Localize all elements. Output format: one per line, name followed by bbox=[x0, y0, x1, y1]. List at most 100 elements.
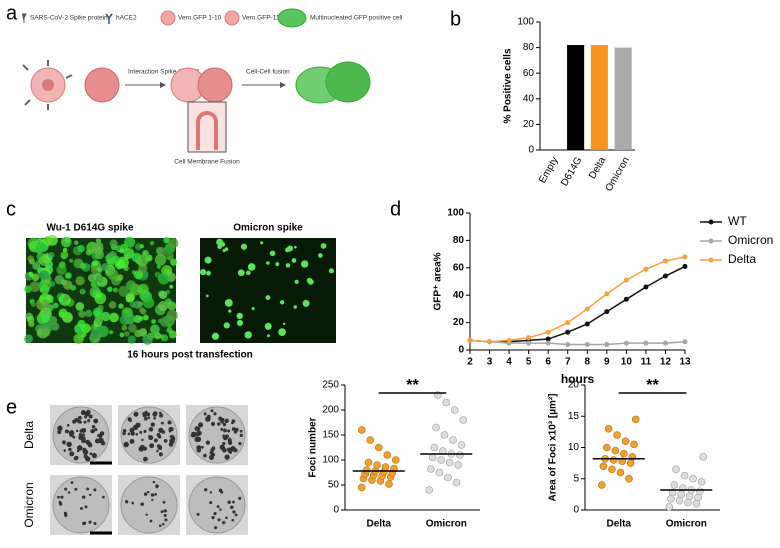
focus bbox=[77, 415, 82, 420]
focus bbox=[218, 416, 223, 421]
focus bbox=[123, 441, 129, 448]
cell-spot bbox=[35, 242, 47, 253]
well bbox=[188, 476, 246, 534]
cell-spot bbox=[139, 330, 144, 336]
cell-spot bbox=[220, 241, 226, 247]
focus bbox=[70, 481, 74, 485]
focus bbox=[153, 416, 157, 420]
focus bbox=[143, 429, 147, 433]
focus bbox=[67, 491, 71, 494]
y-tick-label: 20 bbox=[453, 317, 465, 328]
y-axis-label: GFP⁺ area% bbox=[433, 252, 444, 310]
focus bbox=[230, 505, 234, 510]
focus bbox=[66, 424, 70, 427]
focus bbox=[150, 422, 156, 427]
point bbox=[623, 340, 629, 346]
legend-marker bbox=[708, 219, 714, 225]
focus bbox=[198, 422, 204, 428]
focus bbox=[80, 506, 83, 510]
dot bbox=[697, 478, 706, 486]
focus bbox=[233, 448, 238, 453]
bar bbox=[614, 47, 632, 150]
panel-label: d bbox=[390, 198, 401, 220]
cell-spot bbox=[75, 276, 85, 286]
cell-spot bbox=[124, 331, 130, 337]
cell-spot bbox=[47, 251, 55, 259]
y-tick-label: 0 bbox=[528, 145, 534, 156]
cell-spot bbox=[139, 307, 145, 313]
point bbox=[565, 320, 571, 326]
cell-spot bbox=[60, 251, 69, 259]
y-tick-label: 20 bbox=[523, 119, 535, 130]
dot bbox=[459, 416, 468, 424]
focus bbox=[84, 505, 88, 509]
dot bbox=[696, 487, 704, 496]
point bbox=[682, 254, 688, 260]
image-title: Omicron spike bbox=[233, 223, 303, 234]
cell-spot bbox=[109, 239, 118, 248]
focus bbox=[227, 440, 233, 445]
focus bbox=[170, 434, 175, 439]
dot bbox=[391, 456, 400, 464]
x-tick-label: 12 bbox=[660, 357, 672, 368]
y-axis-label: Foci number bbox=[308, 417, 319, 477]
focus bbox=[147, 416, 151, 420]
focus bbox=[77, 419, 81, 424]
cell-spot bbox=[49, 298, 54, 304]
dot bbox=[456, 451, 464, 459]
cell-spot bbox=[328, 268, 334, 274]
focus bbox=[168, 429, 172, 433]
focus bbox=[225, 434, 229, 439]
dot bbox=[680, 471, 689, 480]
focus bbox=[69, 432, 74, 437]
dot bbox=[427, 465, 435, 473]
cell-spot bbox=[74, 240, 79, 246]
focus bbox=[203, 453, 207, 458]
focus bbox=[99, 438, 104, 442]
panel-label: b bbox=[450, 8, 461, 30]
cell-spot bbox=[75, 302, 85, 311]
focus bbox=[231, 500, 235, 504]
point bbox=[604, 291, 610, 297]
dot bbox=[667, 494, 675, 503]
dot bbox=[373, 461, 381, 469]
focus bbox=[129, 438, 135, 444]
cell-spot bbox=[279, 300, 285, 305]
cell-spot bbox=[119, 332, 125, 338]
y-tick-label: 0 bbox=[458, 345, 464, 356]
cell-spot bbox=[320, 243, 327, 249]
focus bbox=[139, 430, 143, 434]
cell-spot bbox=[223, 322, 230, 329]
cell-spot bbox=[101, 311, 111, 322]
x-tick-label: 4 bbox=[506, 357, 512, 368]
cell-spot bbox=[149, 241, 155, 246]
cell-spot bbox=[157, 273, 170, 285]
focus bbox=[140, 502, 144, 506]
cell-spot bbox=[264, 322, 272, 330]
cell-spot bbox=[94, 292, 107, 305]
cell-spot bbox=[294, 245, 297, 249]
focus bbox=[209, 451, 213, 455]
cell-spot bbox=[137, 301, 144, 307]
cell-spot bbox=[128, 323, 137, 333]
cell-spot bbox=[150, 324, 160, 335]
x-tick-label: 9 bbox=[604, 357, 610, 368]
focus bbox=[231, 427, 236, 431]
x-tick-label: D614G bbox=[559, 155, 584, 188]
cell-spot bbox=[118, 285, 130, 297]
cell-spot bbox=[40, 299, 50, 309]
focus bbox=[132, 424, 139, 431]
cell-spot bbox=[160, 334, 169, 342]
point bbox=[467, 337, 473, 343]
focus bbox=[146, 490, 150, 494]
cell-spot bbox=[206, 270, 211, 276]
focus bbox=[66, 441, 72, 448]
focus bbox=[78, 433, 82, 437]
focus bbox=[219, 508, 222, 511]
focus bbox=[149, 443, 155, 449]
focus bbox=[200, 445, 204, 449]
focus bbox=[145, 513, 148, 516]
focus bbox=[213, 512, 217, 516]
spike-icon bbox=[22, 13, 27, 23]
cell-spot bbox=[204, 256, 212, 264]
